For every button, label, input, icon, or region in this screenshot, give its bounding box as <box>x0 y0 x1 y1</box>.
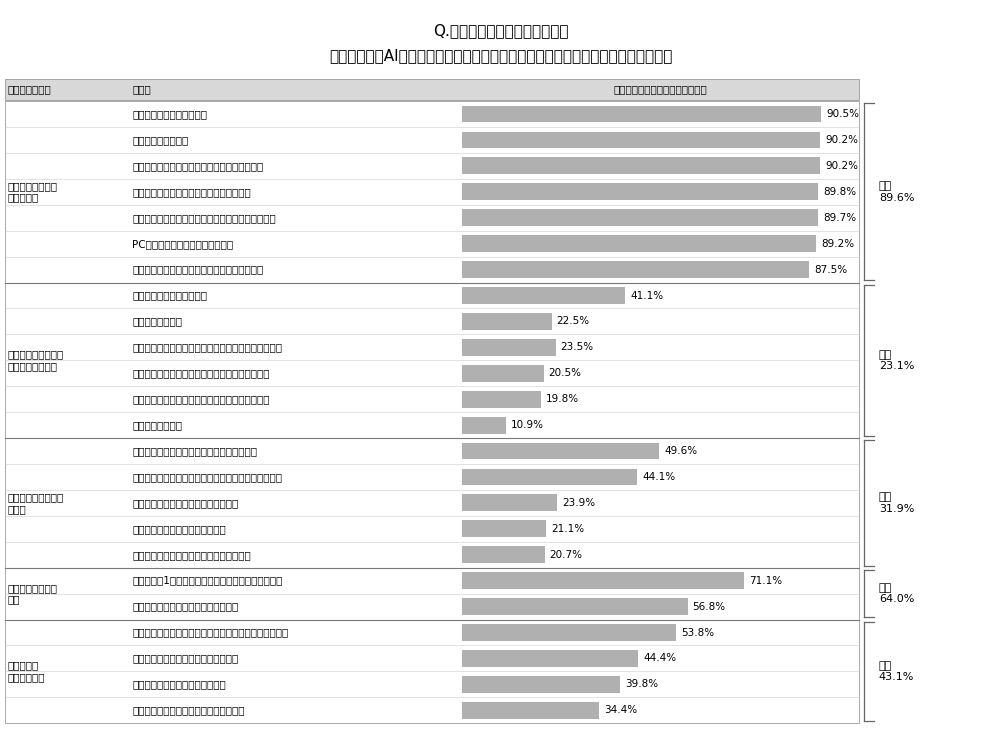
Text: 平均
43.1%: 平均 43.1% <box>879 661 914 682</box>
Bar <box>5 79 859 100</box>
Text: 39.8%: 39.8% <box>626 680 659 689</box>
Text: 新しいアイデアや工夫する点を考える業務: 新しいアイデアや工夫する点を考える業務 <box>132 550 251 559</box>
Text: 23.5%: 23.5% <box>561 342 594 352</box>
Text: 20.5%: 20.5% <box>549 368 582 379</box>
Text: 前例のない課題に答えを出す業務: 前例のない課題に答えを出す業務 <box>132 524 226 534</box>
Bar <box>462 650 639 667</box>
Bar <box>462 261 810 278</box>
Text: 日々、ルーティンとして繰り返される業務: 日々、ルーティンとして繰り返される業務 <box>132 187 251 197</box>
Bar <box>462 417 506 433</box>
Text: 期間限定の、繰り返しのない業務: 期間限定の、繰り返しのない業務 <box>132 680 226 689</box>
Text: 89.7%: 89.7% <box>823 213 856 223</box>
Bar <box>462 391 541 407</box>
Bar <box>462 235 816 252</box>
Bar <box>462 676 621 693</box>
Text: 56.8%: 56.8% <box>693 601 726 612</box>
Text: 41.1%: 41.1% <box>631 291 664 300</box>
Text: 89.8%: 89.8% <box>824 187 857 197</box>
Text: 決められた手順に従い、申請書を作成する業務: 決められた手順に従い、申請書を作成する業務 <box>132 161 263 171</box>
Text: 22.5%: 22.5% <box>557 317 590 326</box>
Text: マネジメント業務: マネジメント業務 <box>132 317 182 326</box>
Bar <box>462 624 676 641</box>
Text: 71.1%: 71.1% <box>750 576 783 586</box>
Bar <box>462 520 547 537</box>
Text: 平均
31.9%: 平均 31.9% <box>879 492 914 514</box>
Text: 34.4%: 34.4% <box>604 706 637 715</box>
Text: 業務例: 業務例 <box>132 84 151 94</box>
Text: タスクを管理する
業務: タスクを管理する 業務 <box>7 583 57 604</box>
Bar <box>462 210 818 226</box>
Text: 49.6%: 49.6% <box>664 446 698 456</box>
Text: 相手の意図を汲み取り、臨機応変に対応する業務: 相手の意図を汲み取り、臨機応変に対応する業務 <box>132 368 269 379</box>
Text: 事業やサービスを実現するための骨子をまとめる業務: 事業やサービスを実現するための骨子をまとめる業務 <box>132 472 282 482</box>
Text: 手帳などに1日の作業の計画を書き込み整理する業務: 手帳などに1日の作業の計画を書き込み整理する業務 <box>132 576 282 586</box>
Bar <box>462 494 558 511</box>
Bar <box>462 106 821 123</box>
Text: 90.2%: 90.2% <box>825 161 858 171</box>
Text: 手順やルールが決
まった業務: 手順やルールが決 まった業務 <box>7 181 57 203</box>
Text: 目標を達成したら解散するプロジェクト: 目標を達成したら解散するプロジェクト <box>132 706 244 715</box>
Text: 前例や過去の事例を参照し、課題解決の糸口を探す業務: 前例や過去の事例を参照し、課題解決の糸口を探す業務 <box>132 627 288 638</box>
Text: 19.8%: 19.8% <box>546 394 579 404</box>
Text: 問題点を発見し、課題を特定する業務: 問題点を発見し、課題を特定する業務 <box>132 653 238 663</box>
Bar <box>462 365 544 382</box>
Text: 平均
89.6%: 平均 89.6% <box>879 181 914 203</box>
Text: 決められた手順に従い、ミスをせずにやりきる業務: 決められた手順に従い、ミスをせずにやりきる業務 <box>132 213 276 223</box>
Bar <box>462 546 545 563</box>
Text: Q.あなたの現在の仕事のうち、: Q.あなたの現在の仕事のうち、 <box>432 24 569 38</box>
Text: 他者にアドバイスする業務: 他者にアドバイスする業務 <box>132 291 207 300</box>
Bar <box>462 443 659 460</box>
Bar <box>462 572 745 589</box>
Bar <box>462 131 820 148</box>
Text: 課題解決や
プロジェクト: 課題解決や プロジェクト <box>7 661 44 682</box>
Text: 10.9%: 10.9% <box>511 420 544 430</box>
Bar <box>462 184 819 200</box>
Text: PCに向かって情報を入力する業務: PCに向かって情報を入力する業務 <box>132 238 233 249</box>
Text: 業務のグループ: 業務のグループ <box>7 84 51 94</box>
Bar <box>462 157 820 174</box>
Text: 数値を集計する業務: 数値を集計する業務 <box>132 135 188 145</box>
Bar <box>5 101 859 723</box>
Text: マニュアルに従い行う業務: マニュアルに従い行う業務 <box>132 109 207 119</box>
Bar <box>462 313 552 330</box>
Text: 他社とコミュケーションを取りながら進める業務: 他社とコミュケーションを取りながら進める業務 <box>132 394 269 404</box>
Text: システム、AI、ロボット等の自動化手段に代替されると感じる業務はなんですか: システム、AI、ロボット等の自動化手段に代替されると感じる業務はなんですか <box>328 48 673 63</box>
Bar <box>462 702 599 719</box>
Text: 平均
23.1%: 平均 23.1% <box>879 350 914 371</box>
Text: 21.1%: 21.1% <box>552 524 585 534</box>
Text: 53.8%: 53.8% <box>681 627 714 638</box>
Text: 44.1%: 44.1% <box>643 472 676 482</box>
Text: 創意工夫が求められ
る業務: 創意工夫が求められ る業務 <box>7 492 63 514</box>
Bar <box>462 469 638 486</box>
Text: 新たな事業やサービスを企画する業務: 新たな事業やサービスを企画する業務 <box>132 498 238 508</box>
Text: 20.7%: 20.7% <box>550 550 583 559</box>
Text: 平均
64.0%: 平均 64.0% <box>879 583 914 604</box>
Text: 90.2%: 90.2% <box>825 135 858 145</box>
Text: 「代替されると思う」回答者比率: 「代替されると思う」回答者比率 <box>614 84 708 94</box>
Text: 90.5%: 90.5% <box>826 109 859 119</box>
Text: 自分自身の目標と予定を管理する業務: 自分自身の目標と予定を管理する業務 <box>132 601 238 612</box>
Text: 89.2%: 89.2% <box>821 238 854 249</box>
Text: チームのメンバーと話し作戦や行動計画を決める業務: チームのメンバーと話し作戦や行動計画を決める業務 <box>132 342 282 352</box>
Text: 部下や後輩の育成: 部下や後輩の育成 <box>132 420 182 430</box>
Text: 23.9%: 23.9% <box>563 498 596 508</box>
Bar <box>462 339 556 356</box>
Bar <box>462 287 626 304</box>
Text: 指示されたことを指示されたとおりに行う業務: 指示されたことを指示されたとおりに行う業務 <box>132 265 263 275</box>
Text: 44.4%: 44.4% <box>644 653 677 663</box>
Text: コミュニケーション
を必要とする業務: コミュニケーション を必要とする業務 <box>7 350 63 371</box>
Text: 複数のものを組み合わせてアレンジする業務: 複数のものを組み合わせてアレンジする業務 <box>132 446 257 456</box>
Bar <box>462 599 688 615</box>
Text: 87.5%: 87.5% <box>815 265 848 275</box>
